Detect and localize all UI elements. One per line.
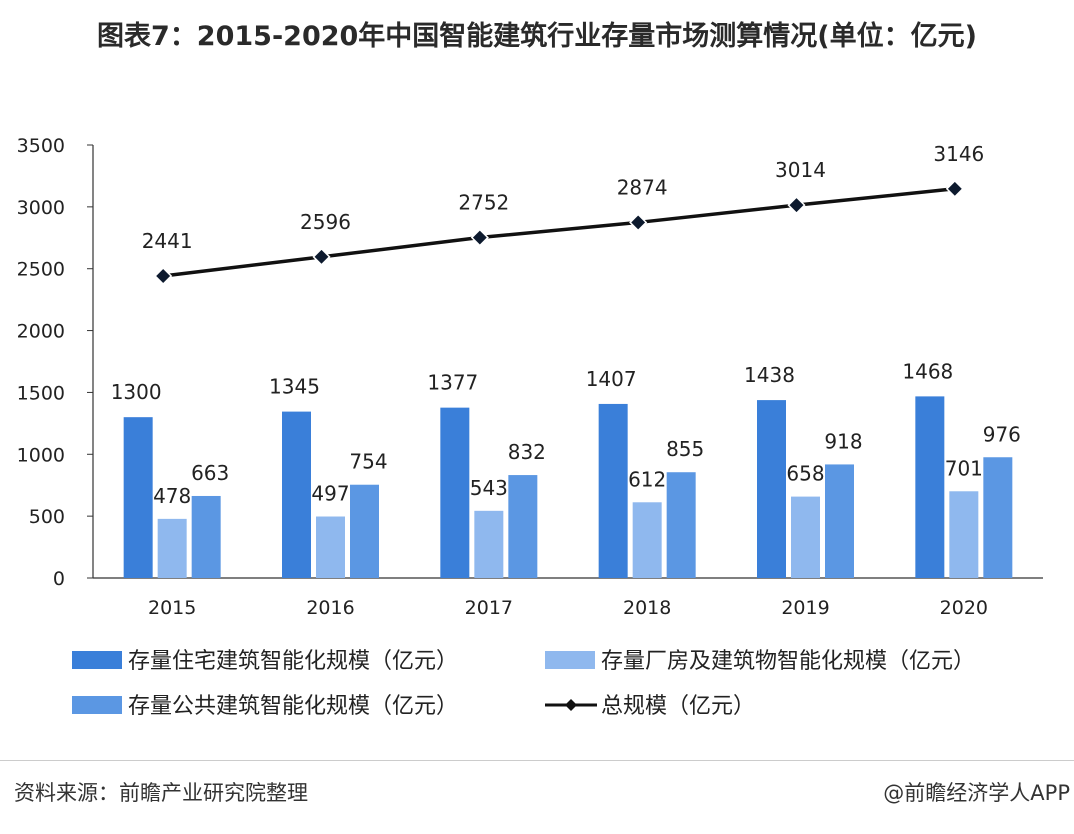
bar-data-label: 1438	[744, 363, 795, 387]
bar-data-label: 1300	[111, 380, 162, 404]
y-tick-label: 1000	[17, 444, 65, 466]
bar	[791, 496, 820, 578]
bar-data-label: 918	[824, 429, 862, 453]
brand-credit: @前瞻经济学人APP	[883, 781, 1070, 805]
legend-label: 存量住宅建筑智能化规模（亿元）	[128, 649, 458, 674]
y-tick-label: 2500	[17, 259, 65, 281]
chart: 0 500 1000 1500 2000 2500 3000 3500 2015 2016 2017…	[17, 135, 1043, 719]
line-data-label: 3146	[933, 142, 984, 166]
bar-data-label: 832	[508, 440, 546, 464]
bar	[983, 457, 1013, 578]
bar	[316, 516, 345, 578]
bar	[191, 495, 221, 578]
bar-data-label: 612	[628, 467, 666, 491]
line-data-label: 2752	[458, 191, 509, 215]
bar	[825, 464, 854, 578]
bar-data-label: 976	[983, 422, 1021, 446]
legend-swatch	[72, 651, 122, 669]
x-tick-label: 2015	[148, 597, 196, 619]
bar-data-label: 1407	[586, 367, 637, 391]
bar	[598, 403, 628, 578]
bar-data-label: 855	[666, 437, 704, 461]
x-tick-label: 2016	[306, 597, 354, 619]
legend-label: 总规模（亿元）	[601, 694, 755, 719]
legend-diamond-marker	[565, 699, 577, 711]
bar-data-label: 1468	[902, 359, 953, 383]
line-point	[945, 179, 964, 198]
source-note: 资料来源：前瞻产业研究院整理	[14, 781, 308, 805]
bar	[474, 510, 504, 578]
bar	[757, 400, 786, 578]
y-tick-label: 2000	[17, 321, 65, 343]
bar-data-label: 663	[191, 461, 229, 485]
bar-data-label: 754	[349, 450, 387, 474]
x-tick-label: 2018	[623, 597, 671, 619]
line-point	[312, 247, 331, 266]
bar-data-label: 543	[470, 476, 508, 500]
bar	[632, 502, 662, 578]
bar-data-label: 658	[786, 462, 824, 486]
bar	[915, 396, 945, 578]
bar	[666, 472, 696, 578]
legend-label: 存量厂房及建筑物智能化规模（亿元）	[601, 649, 975, 674]
y-tick-label: 0	[53, 568, 65, 590]
bar-data-label: 1345	[269, 375, 320, 399]
line-point	[629, 213, 648, 232]
y-tick-label: 500	[29, 506, 65, 528]
line-data-label: 3014	[775, 158, 826, 182]
bar	[123, 417, 153, 578]
y-tick-label: 1500	[17, 382, 65, 404]
x-tick-label: 2020	[940, 597, 988, 619]
line-data-label: 2441	[142, 229, 193, 253]
footer-divider	[0, 760, 1074, 761]
bar-data-label: 497	[311, 482, 349, 506]
line-data-label: 2596	[300, 210, 351, 234]
y-tick-label: 3500	[17, 135, 65, 157]
line-point	[787, 196, 806, 215]
line-point	[470, 228, 489, 247]
chart-title: 图表7：2015-2020年中国智能建筑行业存量市场测算情况(单位：亿元)	[97, 21, 977, 52]
bar	[949, 491, 979, 578]
x-tick-label: 2019	[781, 597, 829, 619]
bar-data-label: 701	[945, 456, 983, 480]
y-tick-label: 3000	[17, 197, 65, 219]
bar-data-label: 1377	[427, 371, 478, 395]
bar-data-label: 478	[153, 484, 191, 508]
legend-swatch	[72, 696, 122, 714]
line-data-label: 2874	[617, 175, 668, 199]
legend-label: 存量公共建筑智能化规模（亿元）	[128, 694, 458, 719]
bar	[440, 407, 470, 578]
bar	[282, 411, 311, 578]
total-line	[162, 187, 956, 278]
legend-swatch	[545, 651, 595, 669]
bar	[350, 484, 379, 578]
bar	[508, 475, 538, 578]
bar	[157, 518, 187, 578]
x-tick-label: 2017	[465, 597, 513, 619]
line-point	[154, 266, 173, 286]
